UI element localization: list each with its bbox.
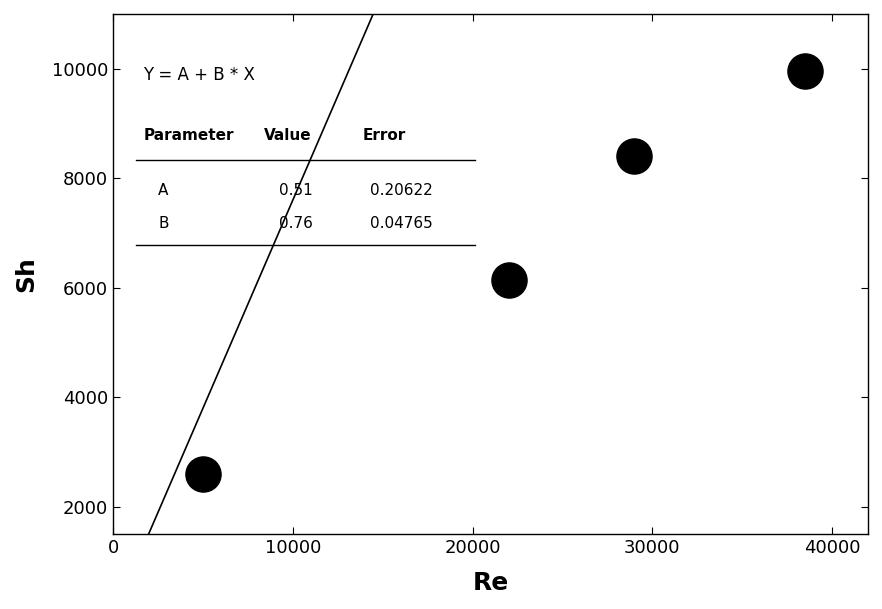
Point — [196, 469, 210, 479]
Text: 0.76: 0.76 — [279, 216, 313, 231]
Text: 0.51: 0.51 — [279, 183, 313, 198]
Text: Parameter: Parameter — [143, 128, 234, 143]
Text: B: B — [159, 216, 168, 231]
Text: Value: Value — [264, 128, 311, 143]
Text: A: A — [159, 183, 168, 198]
X-axis label: Re: Re — [473, 571, 509, 595]
Text: Y = A + B * X: Y = A + B * X — [143, 66, 255, 84]
Point — [627, 152, 641, 161]
Text: 0.20622: 0.20622 — [370, 183, 432, 198]
Text: 0.04765: 0.04765 — [370, 216, 432, 231]
Text: Error: Error — [363, 128, 406, 143]
Point — [798, 66, 812, 76]
Y-axis label: Sh: Sh — [14, 256, 38, 292]
Point — [502, 275, 516, 284]
